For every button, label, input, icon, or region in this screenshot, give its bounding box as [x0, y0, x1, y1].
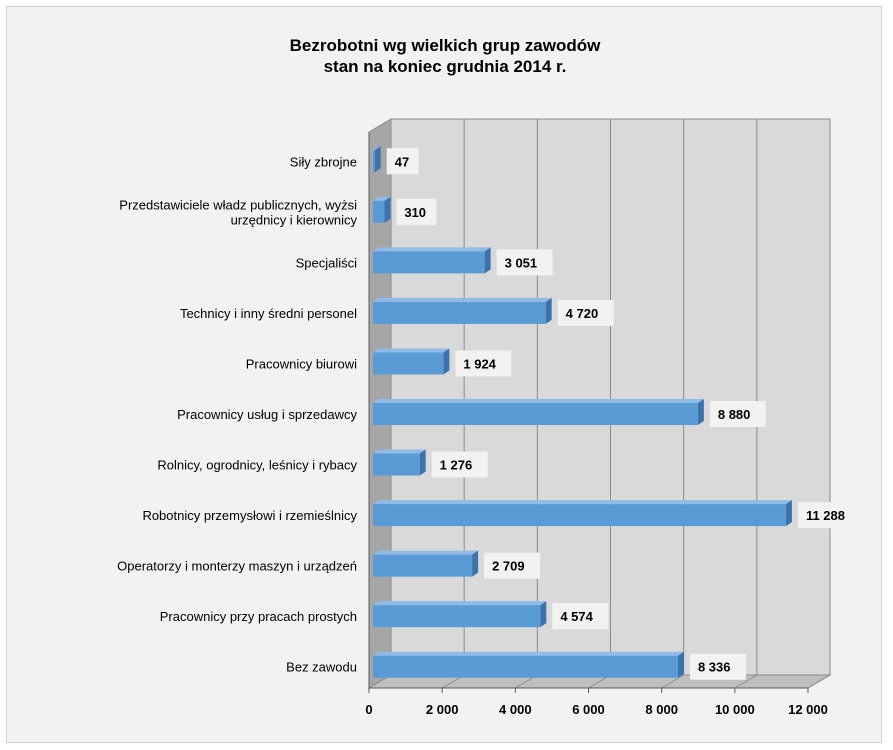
category-label: Pracownicy biurowi	[246, 356, 357, 371]
category-label: urzędnicy i kierownicy	[231, 212, 358, 227]
bar-top	[373, 500, 792, 505]
bar	[373, 403, 698, 425]
bar-top	[373, 601, 547, 606]
value-label-box	[484, 552, 541, 579]
category-label: Operatorzy i monterzy maszyn i urządzeń	[117, 559, 357, 574]
value-label: 4 574	[560, 609, 593, 624]
category-label: Technicy i inny średni personel	[180, 306, 357, 321]
value-label-box	[496, 249, 553, 276]
x-tick-label: 8 000	[645, 702, 678, 717]
bar-side	[540, 601, 547, 628]
bar-side	[374, 146, 381, 173]
value-label: 8 880	[718, 407, 751, 422]
chart-frame: Bezrobotni wg wielkich grup zawodów stan…	[6, 6, 882, 743]
value-label-box	[431, 451, 488, 478]
bar-top	[373, 348, 450, 353]
bar-chart: 0 2 000 4 000 6 000 8 000 10 000 12 000 47 Siły …	[117, 118, 862, 717]
bar	[373, 655, 678, 678]
floor-gridline	[807, 674, 831, 689]
x-tick-label: 6 000	[572, 702, 605, 717]
bar	[373, 301, 546, 324]
category-label: Rolnicy, ogrodnicy, leśnicy i rybacy	[157, 458, 357, 473]
category-label: Pracownicy przy pracach prostych	[160, 609, 357, 624]
bar	[373, 251, 485, 274]
category-label: Siły zbrojne	[290, 154, 357, 169]
x-tick-label: 12 000	[788, 702, 828, 717]
value-label-box	[709, 401, 766, 427]
category-label: Specjaliści	[296, 255, 358, 270]
bar	[373, 453, 420, 476]
floor-gridline	[661, 674, 684, 689]
value-label-box	[689, 653, 746, 680]
category-label: Bez zawodu	[286, 660, 357, 675]
chart-title: Bezrobotni wg wielkich grup zawodów	[289, 36, 601, 55]
bar-side	[484, 247, 491, 274]
bar	[373, 554, 473, 577]
bar	[373, 504, 786, 527]
bar-side	[443, 348, 450, 375]
bar-side	[472, 550, 479, 577]
bar-top	[373, 651, 684, 656]
bar-side	[545, 297, 552, 324]
category-label: Robotnicy przemysłowi i rzemieślnicy	[142, 508, 357, 523]
value-label: 1 276	[440, 458, 473, 473]
value-label-box	[557, 299, 614, 326]
value-label-box	[552, 603, 609, 630]
value-label-box	[396, 198, 437, 225]
value-label-box	[386, 148, 419, 175]
bar-top	[373, 297, 552, 302]
bar	[373, 200, 385, 223]
value-label: 4 720	[566, 306, 599, 321]
value-label: 8 336	[698, 660, 731, 675]
value-label-box	[797, 502, 862, 529]
bar-side	[785, 500, 792, 527]
category-label: Pracownicy usług i sprzedawcy	[177, 407, 357, 422]
value-label: 11 288	[806, 508, 845, 523]
x-tick-label: 2 000	[426, 702, 459, 717]
floor-gridline	[734, 674, 758, 689]
x-tick-label: 0	[365, 702, 372, 717]
bar-top	[373, 196, 391, 201]
category-label: Przedstawiciele władz publicznych, wyżsi	[119, 197, 357, 212]
bar-side	[697, 399, 704, 425]
bar	[373, 352, 444, 375]
value-label: 3 051	[505, 255, 538, 270]
bar-side	[677, 651, 684, 678]
bar-side	[384, 196, 391, 223]
value-label: 47	[395, 154, 409, 169]
x-tick-label: 4 000	[499, 702, 532, 717]
x-tick-label: 10 000	[715, 702, 755, 717]
value-label-box	[455, 350, 512, 377]
bar-top	[373, 247, 491, 252]
chart-subtitle: stan na koniec grudnia 2014 r.	[323, 57, 567, 76]
bar-top	[373, 399, 704, 403]
bar-top	[373, 550, 479, 555]
value-label: 2 709	[492, 559, 525, 574]
bar	[373, 605, 541, 628]
bar-top	[373, 449, 426, 454]
bar	[373, 150, 375, 173]
value-label: 310	[404, 205, 426, 220]
bar-side	[419, 449, 426, 476]
value-label: 1 924	[463, 356, 496, 371]
bar-top	[373, 146, 381, 151]
